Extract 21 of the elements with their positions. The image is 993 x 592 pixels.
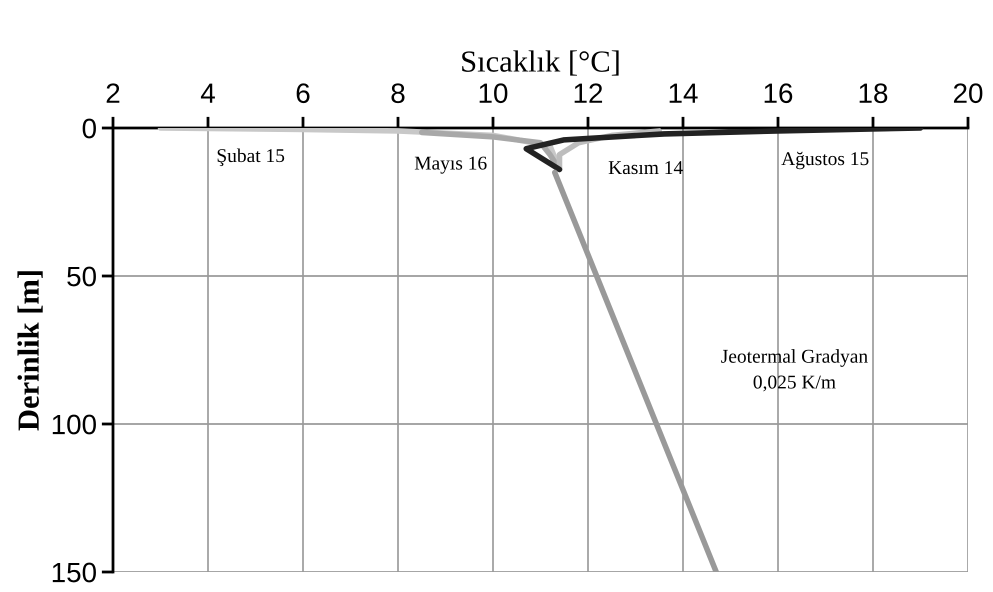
x-tick-label: 14 [670,84,698,103]
x-tick-label: 12 [574,83,602,103]
x-tick-label: 8 [391,83,405,104]
x-tick-label: 16 [764,83,792,104]
x-tick-label: 2 [106,83,120,103]
y-tick-label: 0 [82,118,96,138]
annotation: Jeotermal Gradyan 0,025 K/m [721,349,868,392]
x-tick-label: 20 [954,83,982,104]
x-tick-label: 6 [296,83,310,104]
annotation: Şubat 15 [218,148,284,166]
y-tick-label: 50 [67,266,96,286]
y-axis-title: Derinlik [m] [17,271,43,430]
x-tick-label: 18 [860,83,888,104]
x-tick-label: 10 [480,83,508,104]
annotation: Mayıs 16 [414,156,487,174]
y-tick-label: 150 [52,562,96,582]
x-axis-title: Sıcaklık [°C] [462,50,619,76]
annotation: Ağustos 15 [781,152,868,170]
annotation: Kasım 14 [608,161,683,174]
y-tick-label: 100 [52,414,96,434]
x-tick-label: 4 [200,84,215,103]
